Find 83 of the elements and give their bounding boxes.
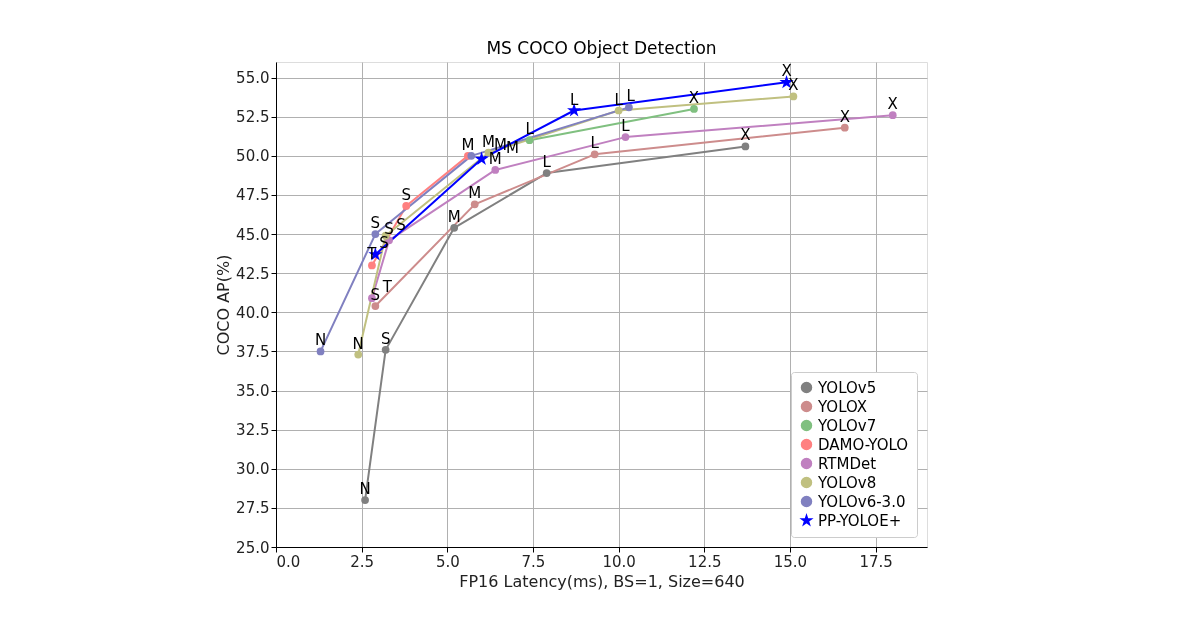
y-tick-label: 27.5 [236,499,270,518]
annotation: X [788,76,799,95]
annotation: L [542,153,552,172]
point [381,346,390,354]
annotation: M [505,139,519,157]
y-tick-label: 30.0 [236,460,270,479]
annotation: N [314,331,327,350]
annotation: L [621,117,631,136]
y-tick-label: 37.5 [236,342,270,361]
chart-title: MS COCO Object Detection [486,38,717,58]
point [567,103,582,117]
annotation: T [366,245,378,264]
point [491,166,500,174]
point [621,133,630,141]
legend-label: RTMDet [818,454,877,473]
y-tick-label: 47.5 [236,186,270,205]
annotation: M [461,135,475,154]
annotation: M [481,132,495,151]
point [690,105,698,113]
annotation: S [396,215,406,234]
x-axis-title: FP16 Latency(ms), BS=1, Size=640 [459,571,745,591]
y-tick-label: 52.5 [236,108,270,127]
annotation: T [381,278,393,297]
annotation: N [359,480,371,499]
point [789,92,798,101]
annotation: M [488,149,502,168]
point [371,302,380,310]
y-tick-label: 55.0 [236,69,270,88]
y-axis-title: COCO AP(%) [214,254,234,356]
x-tick-label: 15.0 [773,552,808,571]
point [888,111,897,120]
y-tick-label: 50.0 [236,147,270,166]
annotation: S [401,185,411,204]
annotation: S [370,286,381,305]
annotation: X [887,95,898,114]
point [614,106,623,115]
y-tick-label: 35.0 [236,382,270,401]
x-tick-label: 7.5 [521,552,546,571]
y-tick-label: 32.5 [236,421,270,440]
annotation: L [626,87,636,106]
annotation: M [447,207,461,226]
x-tick-label: 0.0 [276,552,301,571]
y-tick-label: 45.0 [236,225,270,244]
x-tick-label: 2.5 [350,552,375,571]
annotation: N [352,334,364,353]
annotation: S [380,329,391,348]
point [840,123,849,132]
point [368,261,376,270]
point [354,350,363,359]
x-tick-label: 5.0 [435,552,460,571]
legend-label: PP-YOLOE+ [818,511,902,530]
legend-label: YOLOv5 [817,378,877,397]
annotation: M [468,184,482,203]
point [361,496,369,504]
point [470,200,479,209]
annotation: X [839,107,850,126]
x-tick-label: 10.0 [602,552,636,571]
point [371,230,380,238]
annotation: X [740,126,751,145]
legend-label: YOLOX [817,397,868,416]
legend-label: YOLOv8 [817,473,877,492]
point [316,347,325,356]
annotation: L [569,90,579,109]
point [402,202,411,210]
x-tick-label: 17.5 [859,552,893,571]
point [467,152,476,160]
legend-label: DAMO-YOLO [818,435,909,454]
point [590,150,599,159]
y-tick-label: 42.5 [236,264,270,283]
point [474,151,489,165]
legend-label: YOLOv7 [817,416,877,435]
y-tick-label: 40.0 [236,303,270,322]
point [741,142,750,151]
y-tick-label: 25.0 [236,538,270,557]
point [525,136,534,145]
annotation: L [614,90,624,109]
x-tick-label: 12.5 [688,552,722,571]
point [450,223,459,232]
point [542,169,551,177]
point [625,103,633,112]
legend-label: YOLOv6-3.0 [817,492,906,511]
annotation: S [370,214,381,233]
annotation: L [590,134,600,153]
